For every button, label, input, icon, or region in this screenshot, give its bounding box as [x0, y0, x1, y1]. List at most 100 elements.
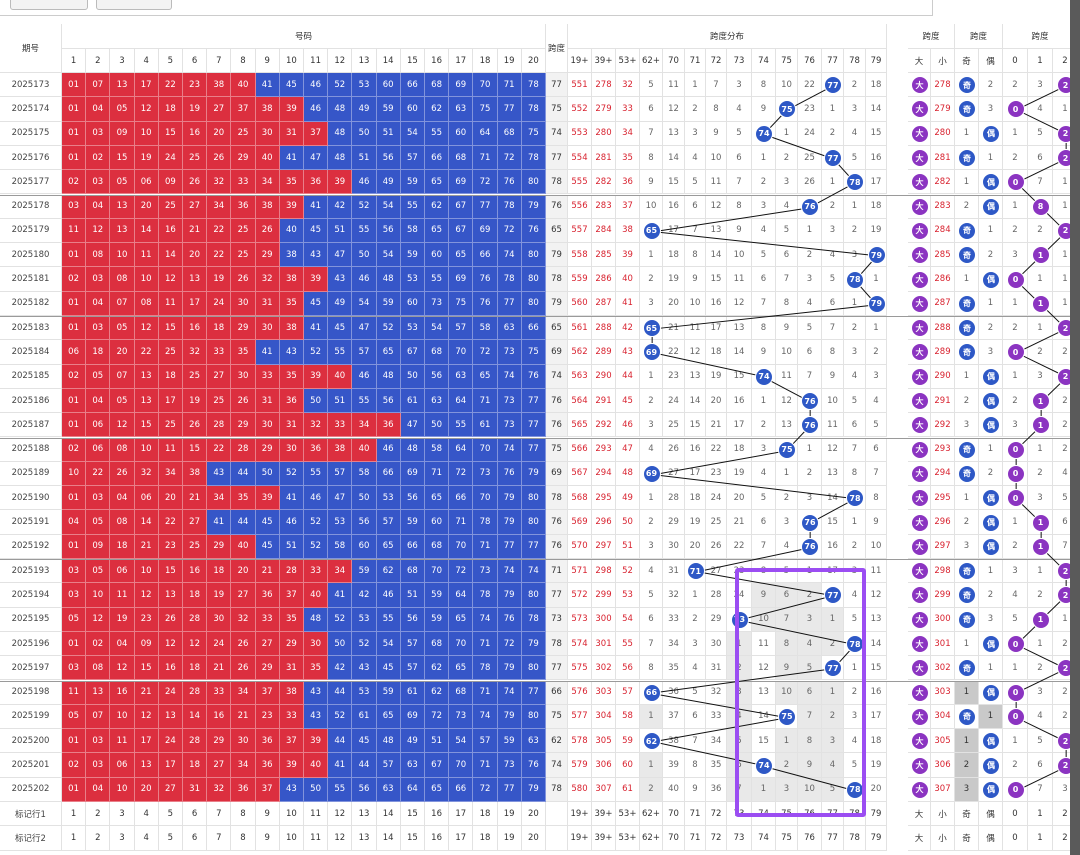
number-cell: 01	[62, 291, 87, 316]
dist-cell: 20	[727, 486, 752, 511]
dist-cell: 14	[727, 340, 752, 365]
number-cell: 41	[328, 753, 353, 778]
number-cell: 71	[473, 145, 498, 171]
number-cell: 04	[86, 194, 111, 219]
number-cell: 38	[328, 437, 353, 462]
number-cell: 62	[425, 97, 450, 122]
size-cell: 290	[931, 364, 955, 389]
dist-cell: 2	[640, 388, 663, 414]
dist-cell: 46	[616, 413, 640, 438]
toolbar-button-2[interactable]	[96, 0, 172, 10]
number-cell: 13	[183, 267, 208, 292]
number-cell: 20	[158, 486, 183, 511]
rem-cell: 1	[1003, 121, 1028, 146]
dist-cell: 9	[685, 267, 706, 292]
number-cell: 29	[231, 413, 256, 438]
number-cell: 16	[110, 680, 135, 705]
size-cell: 296	[931, 510, 955, 535]
number-cell: 25	[183, 364, 208, 389]
size-big-ball: 大	[910, 537, 929, 556]
number-cell: 30	[255, 413, 280, 438]
dist-cell: 33	[616, 97, 640, 122]
span-value: 75	[546, 97, 568, 122]
number-cell: 03	[62, 559, 87, 584]
number-cell: 01	[62, 121, 87, 146]
number-cell: 02	[62, 170, 87, 195]
number-cell: 45	[328, 316, 353, 341]
number-cell: 63	[449, 97, 474, 122]
number-cell: 52	[352, 631, 377, 657]
span-value: 77	[546, 656, 568, 681]
dist-cell: 60	[616, 753, 640, 778]
number-cell: 67	[449, 194, 474, 219]
number-cell: 30	[231, 364, 256, 389]
dist-cell: 16	[663, 194, 685, 219]
dist-cell: 12	[776, 388, 798, 414]
dist-cell: 559	[568, 267, 592, 292]
number-cell: 71	[473, 388, 498, 414]
number-cell: 12	[134, 704, 159, 730]
header-span: 跨度	[546, 24, 568, 73]
number-cell: 07	[86, 704, 111, 730]
number-cell: 48	[304, 607, 329, 632]
size-cell: 299	[931, 583, 955, 608]
dist-cell: 6	[752, 510, 776, 535]
toolbar-button-1[interactable]	[10, 0, 88, 10]
number-cell: 19	[207, 583, 232, 608]
number-cell: 44	[352, 753, 377, 778]
dist-cell: 11	[727, 267, 752, 292]
header-dist-col: 70	[663, 49, 685, 73]
number-cell: 61	[473, 413, 498, 438]
number-cell: 11	[62, 218, 87, 244]
dist-cell: 3	[822, 729, 844, 754]
dist-cell: 2	[752, 170, 776, 195]
number-cell: 67	[400, 340, 425, 365]
dist-cell: 7	[798, 704, 822, 730]
number-cell: 60	[425, 243, 450, 268]
rem-cell: 4	[1003, 583, 1028, 608]
number-cell: 40	[304, 583, 329, 608]
dist-cell: 11	[706, 170, 727, 195]
span-ball: 77	[824, 659, 842, 678]
dist-cell: 296	[592, 510, 616, 535]
number-cell: 79	[497, 583, 522, 608]
scrollbar[interactable]	[1070, 0, 1080, 855]
period-cell: 2025180	[0, 243, 62, 268]
number-cell: 77	[473, 194, 498, 219]
dist-cell: 10	[706, 145, 727, 171]
number-cell: 64	[449, 437, 474, 462]
span-ball-cell	[685, 559, 706, 584]
dist-cell: 8	[727, 194, 752, 219]
span-ball-cell	[866, 291, 887, 316]
dist-cell: 12	[866, 583, 887, 608]
header-number-col: 8	[231, 49, 256, 73]
dist-cell: 15	[706, 267, 727, 292]
dist-cell: 16	[866, 145, 887, 171]
rem-cell: 2	[1003, 145, 1028, 171]
header-size-small: 小	[931, 49, 955, 73]
parity-odd-ball: 奇	[958, 343, 976, 362]
dist-cell: 16	[685, 437, 706, 462]
rem-cell: 5	[1028, 729, 1053, 754]
number-cell: 19	[207, 267, 232, 292]
dist-cell: 306	[592, 753, 616, 778]
number-cell: 09	[158, 170, 183, 195]
remainder-ball: 1	[1031, 294, 1050, 313]
number-cell: 40	[255, 145, 280, 171]
dist-cell: 2	[727, 656, 752, 681]
number-cell: 34	[231, 753, 256, 778]
number-cell: 06	[86, 437, 111, 462]
number-cell: 21	[183, 218, 208, 244]
dist-cell: 570	[568, 534, 592, 559]
number-cell: 56	[352, 510, 377, 535]
number-cell: 52	[328, 607, 353, 632]
dist-cell: 25	[798, 145, 822, 171]
dist-cell: 13	[776, 413, 798, 438]
period-cell: 2025191	[0, 510, 62, 535]
number-cell: 46	[376, 583, 401, 608]
dist-cell: 294	[592, 461, 616, 487]
number-cell: 31	[279, 413, 304, 438]
number-cell: 10	[134, 121, 159, 146]
span-ball-cell	[727, 607, 752, 632]
dist-cell: 12	[706, 194, 727, 219]
